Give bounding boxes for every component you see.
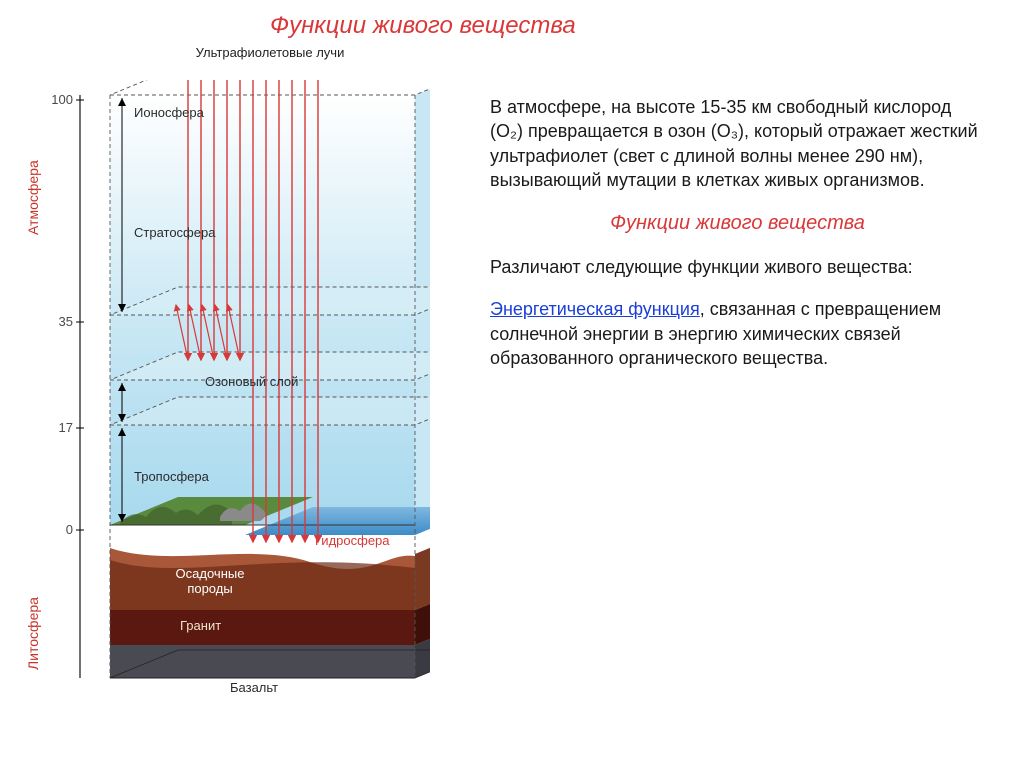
axis-label-lithosphere: Литосфера xyxy=(25,597,41,670)
diagram-svg xyxy=(70,80,430,700)
paragraph-atmosphere: В атмосфере, на высоте 15-35 км свободны… xyxy=(490,95,985,192)
text-content: В атмосфере, на высоте 15-35 км свободны… xyxy=(490,95,985,388)
subheading: Функции живого вещества xyxy=(490,210,985,237)
label-granite: Гранит xyxy=(180,618,221,633)
axis-tick: 100 xyxy=(48,92,73,107)
label-troposphere: Тропосфера xyxy=(134,469,209,484)
paragraph-functions-intro: Различают следующие функции живого вещес… xyxy=(490,255,985,279)
label-ozone: Озоновый слой xyxy=(205,374,298,389)
axis-label-atmosphere: Атмосфера xyxy=(25,160,41,235)
uv-rays-label: Ультрафиолетовые лучи xyxy=(195,45,345,60)
biosphere-diagram: Атмосфера Литосфера 10035170ИоносфераСтр… xyxy=(70,80,430,700)
axis-tick: 17 xyxy=(48,420,73,435)
axis-tick: 0 xyxy=(48,522,73,537)
energy-function-term: Энергетическая функция xyxy=(490,299,700,319)
paragraph-energy-function: Энергетическая функция, связанная с прев… xyxy=(490,297,985,370)
page-title: Функции живого вещества xyxy=(270,12,576,40)
label-stratosphere: Стратосфера xyxy=(134,225,215,240)
label-sedimentary: Осадочные породы xyxy=(165,566,255,596)
axis-tick: 35 xyxy=(48,314,73,329)
label-hydrosphere: Гидросфера xyxy=(315,533,390,548)
label-basalt: Базальт xyxy=(230,680,278,695)
label-ionosphere: Ионосфера xyxy=(134,105,204,120)
